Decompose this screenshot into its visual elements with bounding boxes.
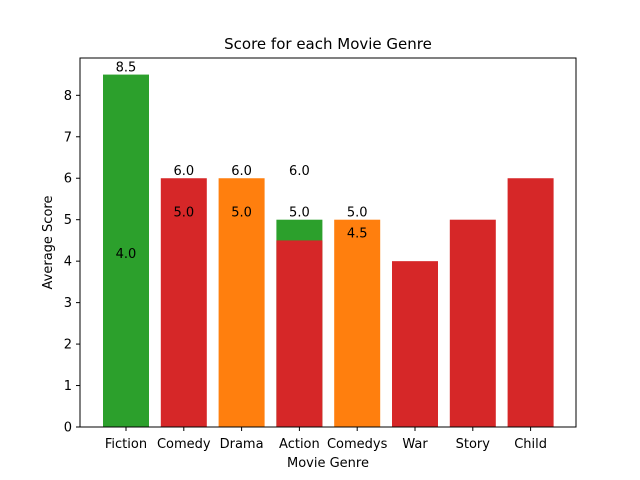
x-axis-label: Movie Genre — [287, 456, 369, 471]
plot-frame — [79, 57, 577, 428]
data-label-fiction-0: 8.5 — [116, 61, 137, 76]
data-label-action-7: 5.0 — [289, 206, 310, 221]
data-label-comedys-8: 5.0 — [347, 206, 368, 221]
bars-layer — [103, 74, 554, 427]
y-tick-label-5: 5 — [64, 213, 72, 228]
data-label-comedy-2: 6.0 — [173, 164, 194, 179]
bar-child-8 — [507, 178, 554, 427]
bar-drama-2 — [218, 178, 265, 427]
x-tick-label-comedy: Comedy — [157, 437, 211, 452]
y-tick-label-8: 8 — [64, 89, 72, 104]
x-tick-label-action: Action — [279, 437, 320, 452]
x-tick-label-child: Child — [514, 437, 547, 452]
y-tick-label-4: 4 — [64, 255, 72, 270]
data-label-comedys-9: 4.5 — [347, 226, 368, 241]
x-tick-label-comedys: Comedys — [327, 437, 388, 452]
y-tick-label-3: 3 — [64, 296, 72, 311]
x-tick-label-story: Story — [456, 437, 491, 452]
bar-comedy-1 — [160, 178, 207, 427]
bar-action-4 — [276, 240, 323, 427]
y-axis-label: Average Score — [41, 196, 56, 290]
y-tick-label-6: 6 — [64, 172, 72, 187]
x-axis: Fiction Comedy Drama Action Comedys War Story C… — [105, 427, 547, 452]
y-tick-label-1: 1 — [64, 379, 72, 394]
bar-war-6 — [392, 261, 438, 427]
bar-story-7 — [449, 219, 496, 427]
y-axis: 0 1 2 3 4 5 6 7 8 — [64, 89, 80, 436]
bar-comedys-5 — [334, 219, 381, 427]
chart-title: Score for each Movie Genre — [224, 35, 432, 53]
data-label-drama-4: 6.0 — [231, 164, 252, 179]
y-tick-label-7: 7 — [64, 130, 72, 145]
data-label-drama-5: 5.0 — [231, 206, 252, 221]
y-tick-label-2: 2 — [64, 338, 72, 353]
data-label-fiction-1: 4.0 — [116, 247, 137, 262]
bar-fiction-0 — [103, 74, 149, 427]
x-tick-label-war: War — [402, 437, 428, 452]
data-label-action-6: 6.0 — [289, 164, 310, 179]
x-tick-label-fiction: Fiction — [105, 437, 147, 452]
data-labels-layer: 8.5 4.0 6.0 5.0 6.0 5.0 6.0 5.0 5.0 4.5 — [116, 61, 368, 263]
x-tick-label-drama: Drama — [220, 437, 264, 452]
data-label-comedy-3: 5.0 — [173, 206, 194, 221]
y-tick-label-0: 0 — [64, 421, 72, 436]
